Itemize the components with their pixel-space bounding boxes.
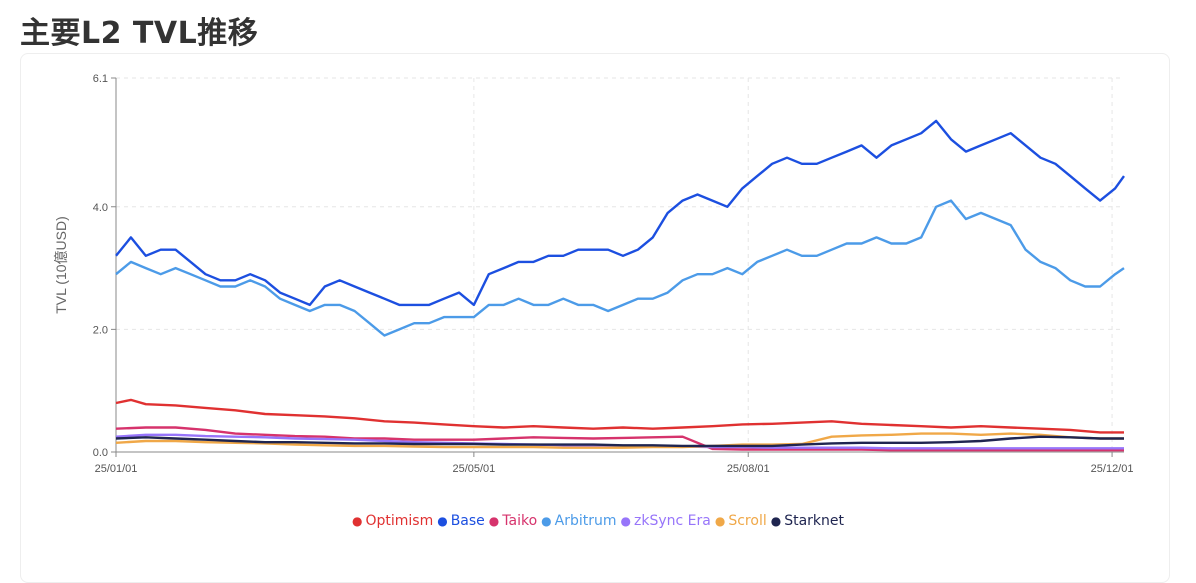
grid-layer — [115, 77, 1124, 453]
legend-item-scroll[interactable]: ● Scroll — [715, 513, 767, 529]
legend-dot-icon: ● — [541, 514, 552, 528]
page-title: 主要L2 TVL推移 — [20, 16, 259, 51]
series-line-scroll — [115, 432, 1124, 449]
x-tick-label: 25/08/01 — [727, 463, 770, 475]
legend-item-optimism[interactable]: ● Optimism — [352, 513, 433, 529]
legend-label: Starknet — [784, 513, 845, 529]
y-tick-label: 2.0 — [93, 324, 108, 336]
y-tick-label: 0.0 — [93, 447, 108, 459]
legend-item-base[interactable]: ● Base — [437, 513, 485, 529]
legend-item-zksync-era[interactable]: ● zkSync Era — [621, 513, 711, 529]
legend-dot-icon: ● — [770, 514, 782, 528]
legend-label: Scroll — [728, 513, 767, 529]
x-tick-label: 25/05/01 — [452, 463, 495, 475]
legend-dot-icon: ● — [620, 514, 632, 528]
legend-item-taiko[interactable]: ● Taiko — [489, 513, 537, 529]
series-line-base — [115, 119, 1125, 307]
x-tick-label: 25/12/01 — [1091, 463, 1134, 475]
legend-dot-icon: ● — [437, 514, 448, 528]
legend-dot-icon: ● — [714, 514, 726, 528]
series-line-starknet — [115, 435, 1124, 448]
legend-dot-icon: ● — [351, 514, 363, 528]
legend-item-arbitrum[interactable]: ● Arbitrum — [541, 513, 616, 529]
series-line-arbitrum — [115, 199, 1125, 337]
legend-label: Arbitrum — [554, 513, 617, 529]
legend-label: Optimism — [365, 513, 434, 529]
y-tick-label: 6.1 — [93, 73, 108, 85]
series-line-taiko — [115, 426, 1124, 452]
legend-label: Taiko — [502, 513, 538, 529]
legend-label: zkSync Era — [634, 513, 711, 529]
axis-layer: 0.0 2.0 4.0 6.1 25/01/01 25/05/01 25/08/01 25/1… — [93, 73, 1134, 475]
legend-label: Base — [450, 513, 485, 529]
chart-card — [20, 53, 1170, 583]
tvl-line-chart: 0.0 2.0 4.0 6.1 25/01/01 25/05/01 25/08/01 25/1… — [53, 73, 1134, 475]
legend-dot-icon: ● — [488, 514, 500, 528]
series-line-optimism — [115, 398, 1124, 434]
series-layer — [115, 119, 1125, 452]
y-axis-title: TVL (10億USD) — [53, 216, 69, 314]
x-tick-label: 25/01/01 — [95, 463, 138, 475]
legend-item-starknet[interactable]: ● Starknet — [771, 513, 844, 529]
y-tick-label: 4.0 — [93, 202, 108, 214]
chart-legend: ● Optimism ● Base ● Taiko ● Arbitrum ● zkSync Era… — [0, 513, 1196, 529]
